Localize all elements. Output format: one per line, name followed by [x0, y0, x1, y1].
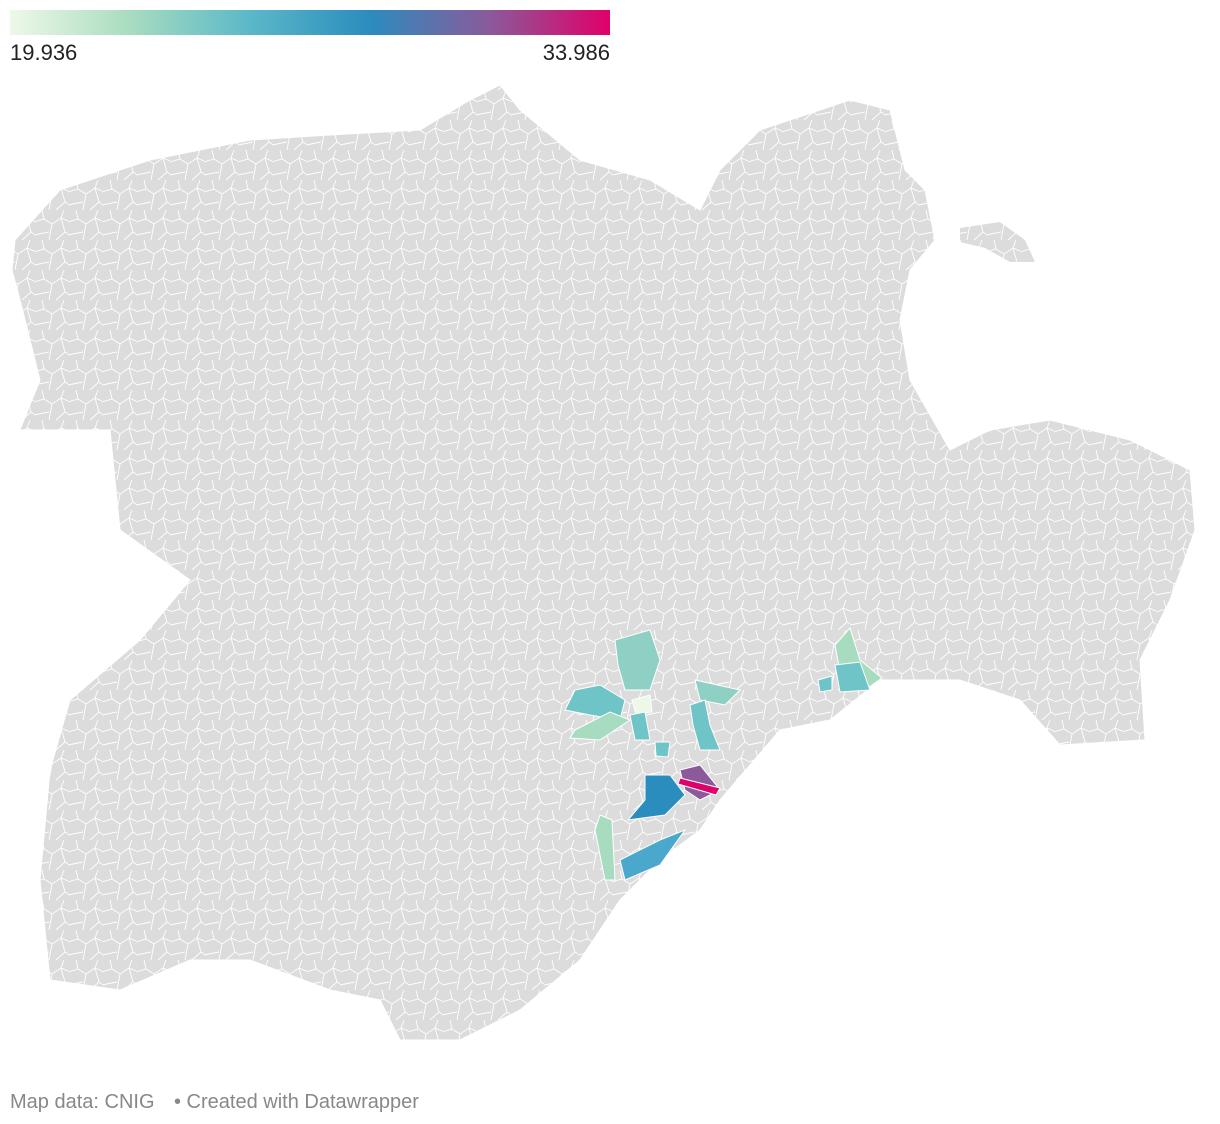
region-island [960, 222, 1035, 262]
legend-min: 19.936 [10, 40, 77, 65]
highlighted-areas [564, 627, 883, 881]
legend-gradient [10, 10, 610, 35]
footer-credit: • Created with Datawrapper [174, 1091, 419, 1113]
footer-source: Map data: CNIG [10, 1091, 155, 1113]
region-map [11, 84, 1196, 1041]
legend-max: 33.986 [543, 40, 610, 65]
